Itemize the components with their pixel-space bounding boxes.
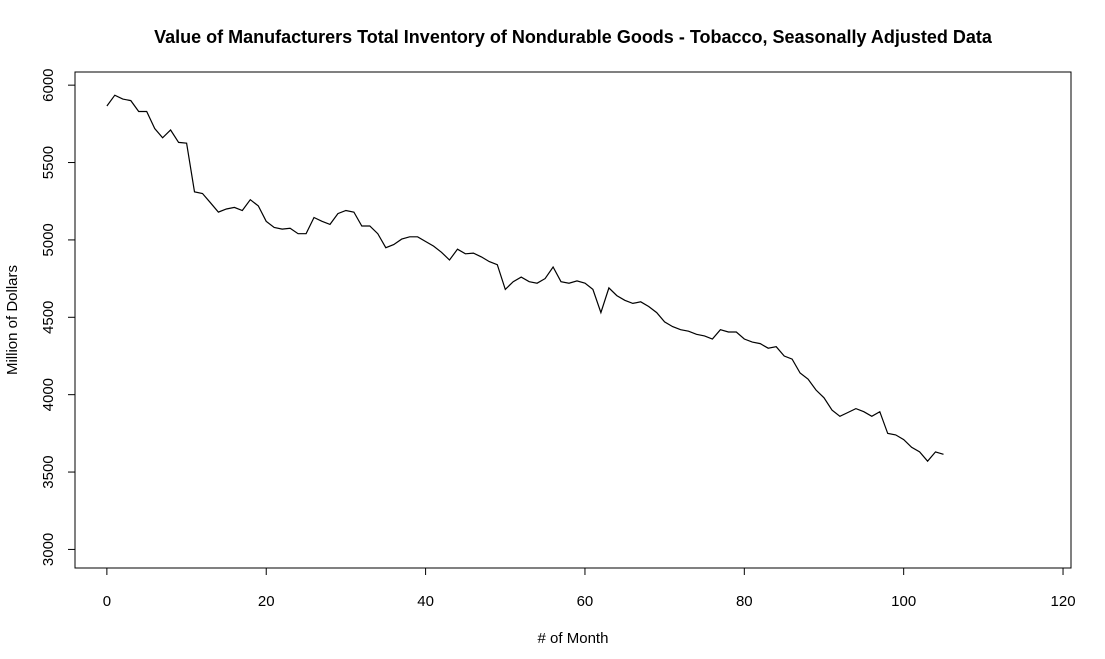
x-tick-label: 20 — [258, 593, 275, 610]
x-tick-label: 120 — [1051, 593, 1076, 610]
y-axis: 3000 3500 4000 4500 5000 5500 6000 — [40, 68, 76, 566]
y-tick-label: 6000 — [40, 68, 57, 101]
y-tick-label: 5500 — [40, 146, 57, 179]
x-tick-label: 40 — [417, 593, 434, 610]
y-tick-label: 4500 — [40, 301, 57, 334]
chart-title: Value of Manufacturers Total Inventory o… — [154, 27, 993, 47]
x-axis-label: # of Month — [538, 630, 609, 647]
y-tick-label: 4000 — [40, 378, 57, 411]
x-tick-label: 60 — [577, 593, 594, 610]
x-tick-label: 0 — [103, 593, 111, 610]
y-axis-label: Million of Dollars — [4, 265, 21, 375]
x-tick-label: 80 — [736, 593, 753, 610]
y-tick-label: 5000 — [40, 223, 57, 256]
x-axis: 0 20 40 60 80 100 120 — [103, 567, 1076, 610]
x-tick-label: 100 — [891, 593, 916, 610]
y-tick-label: 3000 — [40, 533, 57, 566]
plot-area-box — [74, 71, 1072, 569]
series-line — [106, 94, 944, 463]
y-tick-label: 3500 — [40, 455, 57, 488]
